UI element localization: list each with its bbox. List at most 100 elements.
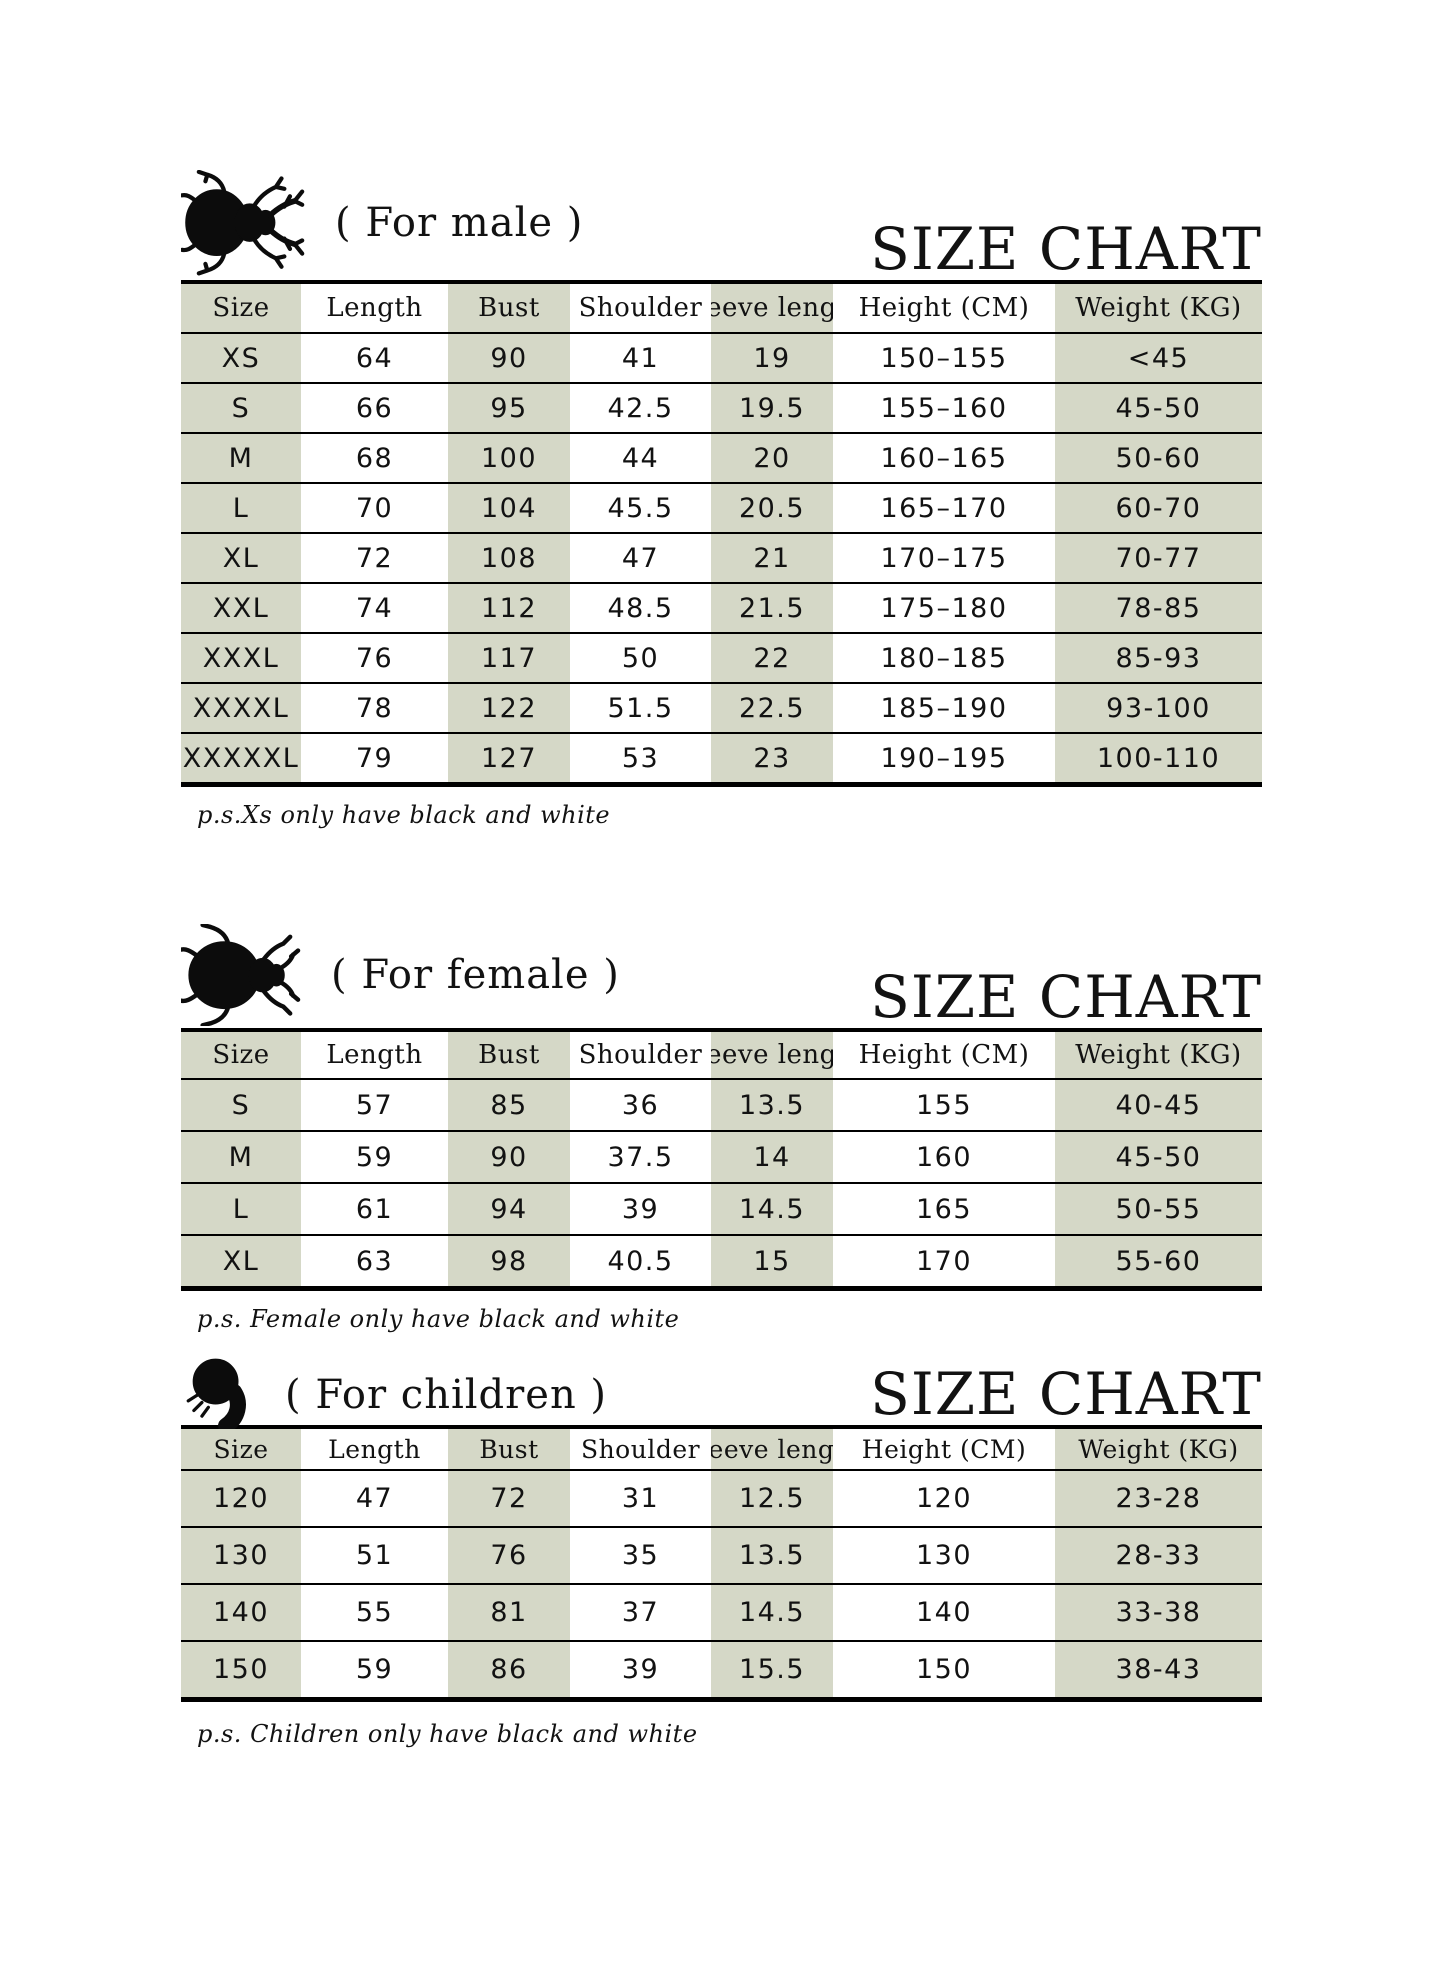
size-value-cell: 21.5 — [711, 584, 833, 632]
size-value-cell: 22 — [711, 634, 833, 682]
size-value-cell: 19 — [711, 334, 833, 382]
larva-icon — [181, 1355, 255, 1435]
size-value-cell: 112 — [448, 584, 570, 632]
size-value-cell: 50-60 — [1055, 434, 1262, 482]
male-beetle-icon — [181, 170, 305, 276]
size-value-cell: 127 — [448, 734, 570, 782]
size-value-cell: 22.5 — [711, 684, 833, 732]
column-header-cell: Height (CM) — [858, 293, 1030, 323]
size-value-cell: 72 — [355, 542, 394, 574]
size-value-cell: 94 — [448, 1184, 570, 1234]
size-value-cell: XXXXL — [181, 684, 301, 732]
size-value-cell: 14 — [711, 1132, 833, 1182]
size-value-cell: S — [181, 1080, 301, 1130]
size-value-cell: 40.5 — [607, 1245, 674, 1277]
size-value-cell: 20 — [711, 434, 833, 482]
footnote: p.s. Children only have black and white — [197, 1720, 698, 1748]
size-table: Size Length Bust Shoulder Sleeve length Heigh… — [181, 1028, 1262, 1291]
size-value-cell: 100 — [448, 434, 570, 482]
size-value-cell: 50-55 — [1055, 1184, 1262, 1234]
table-row: L 61 94 39 14.5 165 50-55 — [181, 1182, 1262, 1234]
size-chart-section-children: ( For children ) SIZE CHART Size Length Bu… — [181, 1358, 1262, 1748]
size-value-cell: 81 — [448, 1585, 570, 1640]
size-value-cell: 120 — [915, 1483, 973, 1514]
size-value-cell: 47 — [355, 1483, 394, 1514]
column-header-cell: Length — [326, 293, 423, 323]
size-value-cell: 37 — [621, 1597, 660, 1628]
size-value-cell: <45 — [1055, 334, 1262, 382]
size-value-cell: 23-28 — [1055, 1471, 1262, 1526]
size-value-cell: 14.5 — [711, 1585, 833, 1640]
column-header-cell: Shoulder — [578, 293, 703, 323]
table-header-row: Size Length Bust Shoulder Sleeve length Heigh… — [181, 1032, 1262, 1078]
size-value-cell: M — [181, 1132, 301, 1182]
table-row: S 57 85 36 13.5 155 40-45 — [181, 1078, 1262, 1130]
size-value-cell: 38-43 — [1055, 1642, 1262, 1697]
size-value-cell: 170–175 — [880, 542, 1008, 574]
size-value-cell: 190–195 — [880, 742, 1008, 774]
size-value-cell: XXXXXL — [181, 734, 301, 782]
size-value-cell: 90 — [448, 334, 570, 382]
section-header: ( For female ) SIZE CHART — [181, 922, 1262, 1028]
size-value-cell: 15.5 — [711, 1642, 833, 1697]
size-value-cell: 57 — [355, 1089, 394, 1121]
column-header-cell: Shoulder — [578, 1040, 703, 1070]
size-value-cell: 68 — [355, 442, 394, 474]
column-header-cell: Length — [328, 1434, 421, 1464]
size-value-cell: 85 — [448, 1080, 570, 1130]
section-label: ( For male ) — [335, 200, 584, 246]
size-value-cell: 70 — [355, 492, 394, 524]
table-header-row: Size Length Bust Shoulder Sleeve length Heigh… — [181, 1429, 1262, 1469]
column-header-cell: Size — [181, 1429, 301, 1469]
size-value-cell: 64 — [355, 342, 394, 374]
size-value-cell: 155 — [915, 1089, 973, 1121]
size-value-cell: 51.5 — [607, 692, 674, 724]
table-row: 140 55 81 37 14.5 140 33-38 — [181, 1583, 1262, 1640]
size-value-cell: 140 — [181, 1585, 301, 1640]
table-row: L 70 104 45.5 20.5 165–170 60-70 — [181, 482, 1262, 532]
table-row: 150 59 86 39 15.5 150 38-43 — [181, 1640, 1262, 1697]
size-value-cell: 39 — [621, 1654, 660, 1685]
section-label: ( For children ) — [285, 1372, 608, 1418]
table-row: M 59 90 37.5 14 160 45-50 — [181, 1130, 1262, 1182]
size-value-cell: 180–185 — [880, 642, 1008, 674]
size-value-cell: 35 — [621, 1540, 660, 1571]
table-row: 120 47 72 31 12.5 120 23-28 — [181, 1469, 1262, 1526]
column-header-cell: Weight (KG) — [1055, 1429, 1262, 1469]
size-value-cell: 130 — [915, 1540, 973, 1571]
size-value-cell: 120 — [181, 1471, 301, 1526]
size-value-cell: 93-100 — [1055, 684, 1262, 732]
section-label: ( For female ) — [331, 952, 620, 998]
table-row: XS 64 90 41 19 150–155 <45 — [181, 332, 1262, 382]
size-value-cell: 76 — [448, 1528, 570, 1583]
column-header-cell: Sleeve length — [711, 1429, 833, 1469]
column-header-cell: Sleeve length — [711, 1032, 833, 1078]
size-value-cell: 55 — [355, 1597, 394, 1628]
size-value-cell: 39 — [621, 1193, 660, 1225]
column-header-cell: Size — [181, 1032, 301, 1078]
size-value-cell: 53 — [621, 742, 660, 774]
column-header-cell: Height (CM) — [861, 1434, 1027, 1464]
size-value-cell: 33-38 — [1055, 1585, 1262, 1640]
size-value-cell: 48.5 — [607, 592, 674, 624]
size-value-cell: 42.5 — [607, 392, 674, 424]
size-value-cell: 117 — [448, 634, 570, 682]
size-value-cell: XS — [181, 334, 301, 382]
size-value-cell: 70-77 — [1055, 534, 1262, 582]
footnote: p.s.Xs only have black and white — [197, 801, 611, 829]
column-header-cell: Bust — [448, 1032, 570, 1078]
size-value-cell: 160 — [915, 1141, 973, 1173]
size-chart-section-male: ( For male ) SIZE CHART Size Length Bust Sh… — [181, 166, 1262, 829]
size-value-cell: 165–170 — [880, 492, 1008, 524]
size-value-cell: 108 — [448, 534, 570, 582]
size-value-cell: 150–155 — [880, 342, 1008, 374]
size-value-cell: 37.5 — [607, 1141, 674, 1173]
size-value-cell: 45.5 — [607, 492, 674, 524]
section-title: SIZE CHART — [870, 963, 1262, 1031]
section-title: SIZE CHART — [870, 215, 1262, 283]
section-header: ( For children ) SIZE CHART — [181, 1358, 1262, 1434]
size-value-cell: 150 — [915, 1654, 973, 1685]
size-value-cell: 170 — [915, 1245, 973, 1277]
size-value-cell: 185–190 — [880, 692, 1008, 724]
size-value-cell: 76 — [355, 642, 394, 674]
